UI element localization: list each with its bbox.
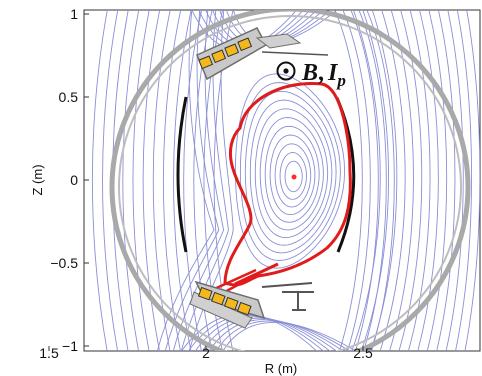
x-axis-label: R (m) [265,361,298,376]
flux-contour-line [417,10,439,351]
flux-contour-line [222,321,357,351]
flux-contour-line [445,10,464,351]
flux-contour-line [351,10,381,351]
flux-contour-line [254,108,329,239]
flux-contour-line [366,10,395,351]
flux-contour-line [194,316,331,351]
y-tick-label: −0.5 [50,255,78,271]
flux-contour-line [91,10,108,351]
b-field-symbol: B [301,60,318,86]
flux-contour-line [284,160,303,193]
flux-contour-line [358,10,387,351]
svg-text:B,Ip: B, Ip [301,60,346,90]
flux-contour-line [259,117,324,231]
y-tick-label: −1 [62,338,78,354]
magnetic-axis-marker [291,174,297,180]
annotation-separator: , [318,60,324,86]
y-axis-label: Z (m) [30,164,45,195]
flux-contour-line [201,317,337,351]
flux-contour-line [102,10,119,351]
x-tick-label: 2 [202,345,210,361]
flux-contour-line [164,10,220,351]
plasma-current-subscript: p [335,71,346,90]
separatrix [223,81,352,287]
vacuum-vessel-inner [118,15,462,351]
flux-contour-line [279,152,307,200]
axes: 1.522.533.510.50−0.5−1 [39,6,373,361]
flux-contour-line [436,10,456,351]
vacuum-vessel-outer [109,10,471,351]
flux-contour-line [122,10,140,351]
flux-contour-line [215,320,350,351]
flux-contour-line [239,82,341,261]
flux-contour-line [264,125,320,223]
flux-contour-line [234,73,346,269]
lower-baffle [261,282,314,311]
flux-contour-line [269,134,316,216]
out-of-page-dot-icon [276,61,296,81]
lower-divertor-coils [189,280,266,329]
flux-contour-line [342,10,371,351]
flux-contour-line [455,10,472,351]
flux-contour-line [132,10,150,351]
flux-contour-line [274,143,312,208]
field-current-annotation: B, Ip [276,60,346,90]
separatrix-upper-leg [234,262,279,286]
flux-contour-line [156,10,215,351]
flux-contour-line [334,10,363,351]
flux-contour-line [249,99,333,246]
flux-contour-line [183,10,203,351]
flux-contour-line [173,10,192,351]
flux-contour-line [142,10,161,351]
x-tick-label: 2.5 [353,345,373,361]
flux-contour-line [360,10,389,351]
flux-contour-line [244,90,337,254]
plasma-current-symbol: I [327,60,339,86]
inner-limiter [176,96,188,253]
flux-contour-line [350,10,379,351]
x-tick-label: 1.5 [39,345,59,361]
y-tick-label: 0.5 [59,89,79,105]
flux-contour-line [398,10,423,351]
flux-contour-line [464,10,480,351]
flux-contour-line [426,10,448,351]
y-tick-label: 0 [70,172,78,188]
y-tick-label: 1 [70,6,78,22]
upper-divertor-coils [196,27,329,81]
